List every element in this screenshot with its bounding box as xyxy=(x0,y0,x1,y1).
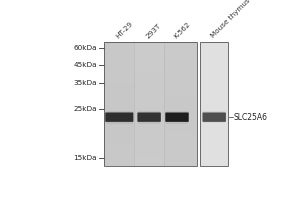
Bar xyxy=(104,104,197,108)
Text: SLC25A6: SLC25A6 xyxy=(234,113,268,122)
Bar xyxy=(104,71,197,75)
Bar xyxy=(104,47,197,51)
FancyBboxPatch shape xyxy=(137,112,161,122)
Bar xyxy=(104,92,197,96)
Bar xyxy=(104,141,197,145)
Bar xyxy=(104,67,197,71)
Bar xyxy=(104,75,197,79)
Bar xyxy=(104,133,197,137)
Bar xyxy=(104,149,197,153)
Bar xyxy=(104,55,197,59)
Bar xyxy=(104,108,197,112)
Text: 293T: 293T xyxy=(145,22,162,39)
Bar xyxy=(104,42,197,47)
Bar xyxy=(104,121,197,125)
Bar xyxy=(104,79,197,84)
Bar xyxy=(134,42,164,166)
Bar xyxy=(104,42,134,166)
Text: 45kDa: 45kDa xyxy=(73,62,97,68)
Bar xyxy=(164,42,197,166)
Text: 35kDa: 35kDa xyxy=(73,80,97,86)
Bar xyxy=(203,111,225,123)
Bar xyxy=(104,145,197,149)
Bar xyxy=(104,51,197,55)
Bar xyxy=(104,88,197,92)
Bar xyxy=(104,59,197,63)
Bar xyxy=(104,129,197,133)
Text: 15kDa: 15kDa xyxy=(73,155,97,161)
Bar xyxy=(200,42,228,166)
FancyBboxPatch shape xyxy=(105,112,134,122)
FancyBboxPatch shape xyxy=(202,112,226,122)
Bar xyxy=(104,153,197,157)
Text: HT-29: HT-29 xyxy=(115,20,134,39)
Text: 60kDa: 60kDa xyxy=(73,45,97,51)
FancyBboxPatch shape xyxy=(165,112,189,122)
Bar xyxy=(104,137,197,141)
Bar xyxy=(104,42,197,166)
Bar xyxy=(106,111,133,124)
Bar xyxy=(104,125,197,129)
Bar xyxy=(104,84,197,88)
Bar xyxy=(104,42,197,166)
Bar xyxy=(138,111,160,124)
Text: K-562: K-562 xyxy=(173,21,191,39)
Bar xyxy=(104,100,197,104)
Bar xyxy=(104,116,197,121)
Bar xyxy=(104,96,197,100)
Bar xyxy=(200,42,228,166)
Text: 25kDa: 25kDa xyxy=(73,106,97,112)
Bar xyxy=(104,162,197,166)
Bar xyxy=(104,112,197,116)
Bar xyxy=(104,157,197,162)
Bar xyxy=(104,63,197,67)
Bar xyxy=(166,111,188,124)
Text: Mouse thymus: Mouse thymus xyxy=(210,0,251,39)
